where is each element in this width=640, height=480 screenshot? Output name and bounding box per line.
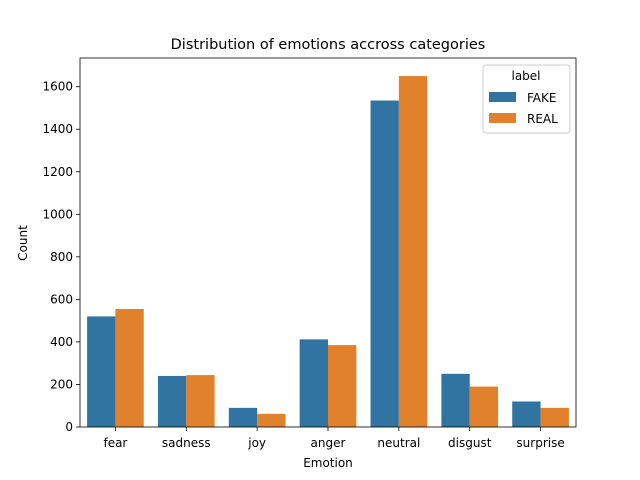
y-tick-label-600: 600 [50,292,73,306]
bars-group [87,76,569,428]
bar-real-joy [257,413,286,427]
bar-fake-joy [228,407,258,427]
y-tick-label-200: 200 [50,377,73,391]
y-tick-label-1400: 1400 [42,122,73,136]
bar-real-surprise [540,407,569,427]
bar-fake-anger [299,339,328,427]
y-tick-label-0: 0 [65,420,73,434]
bar-fake-neutral [370,100,399,428]
chart-title: Distribution of emotions accross categor… [171,37,486,53]
legend-title: label [511,69,540,83]
x-axis: fear sadness joy anger neutral disgust surpris… [103,427,565,450]
plot-frame [79,57,577,428]
bar-real-anger [328,345,357,427]
bar-real-sadness [186,375,215,427]
bar-real-disgust [469,386,499,427]
legend-label-real: REAL [527,112,558,126]
y-tick-label-400: 400 [50,335,73,349]
y-tick-label-1200: 1200 [42,165,73,179]
legend-swatch-real [489,113,516,123]
y-tick-label-1000: 1000 [42,207,73,221]
x-axis-label: Emotion [303,456,353,470]
x-tick-label-surprise: surprise [516,436,564,450]
y-axis-label: Count [16,225,30,261]
y-tick-label-800: 800 [50,250,73,264]
x-tick-label-disgust: disgust [448,436,492,450]
bar-real-fear [115,308,144,427]
bar-fake-fear [87,316,116,427]
x-tick-label-fear: fear [103,436,127,450]
bar-fake-disgust [441,373,470,427]
x-tick-label-anger: anger [311,436,346,450]
y-tick-label-1600: 1600 [42,80,73,94]
y-axis: 0 200 400 600 800 1000 1200 1400 1600 [42,80,80,434]
bar-fake-sadness [157,375,187,427]
x-tick-label-sadness: sadness [162,436,211,450]
legend-swatch-fake [489,92,516,102]
legend: label FAKE REAL [482,64,571,134]
bar-real-neutral [398,76,428,427]
legend-label-fake: FAKE [527,91,556,105]
bar-fake-surprise [512,401,541,427]
x-tick-label-joy: joy [247,436,266,450]
x-tick-label-neutral: neutral [377,436,420,450]
